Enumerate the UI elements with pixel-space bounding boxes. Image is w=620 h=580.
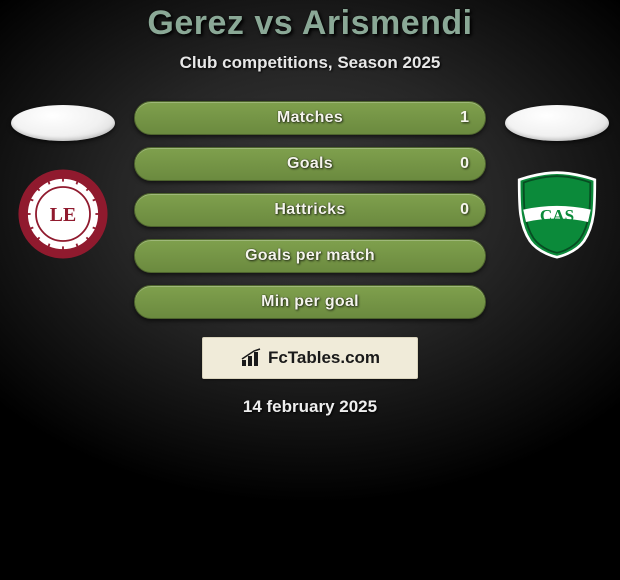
stats-column: Matches 1 Goals 0 Hattricks 0 Goals per … — [118, 101, 502, 319]
page-subtitle: Club competitions, Season 2025 — [180, 53, 441, 73]
sarmiento-badge-icon: CAS — [512, 169, 602, 259]
svg-text:LE: LE — [50, 204, 76, 226]
page-title: Gerez vs Arismendi — [147, 4, 472, 43]
stat-row-min-per-goal: Min per goal — [134, 285, 486, 319]
stat-row-goals: Goals 0 — [134, 147, 486, 181]
stat-right-value: 0 — [460, 201, 469, 219]
stat-right-value: 1 — [460, 109, 469, 127]
stat-right-value: 0 — [460, 155, 469, 173]
svg-text:CAS: CAS — [540, 206, 574, 225]
left-player-column: LE — [8, 105, 118, 259]
comparison-row: LE Matches 1 Goals 0 Hattricks 0 — [0, 105, 620, 319]
stat-label: Min per goal — [261, 293, 359, 311]
left-club-badge: LE — [18, 169, 108, 259]
date-label: 14 february 2025 — [243, 397, 377, 417]
stat-row-hattricks: Hattricks 0 — [134, 193, 486, 227]
right-player-portrait — [505, 105, 609, 141]
right-player-column: CAS — [502, 105, 612, 259]
lanus-badge-icon: LE — [18, 169, 108, 259]
stat-label: Hattricks — [274, 201, 345, 219]
content-wrapper: Gerez vs Arismendi Club competitions, Se… — [0, 0, 620, 417]
bar-chart-icon — [240, 348, 264, 368]
right-club-badge: CAS — [512, 169, 602, 259]
watermark-banner: FcTables.com — [202, 337, 418, 379]
stat-row-matches: Matches 1 — [134, 101, 486, 135]
stat-label: Goals — [287, 155, 333, 173]
left-player-portrait — [11, 105, 115, 141]
stat-label: Matches — [277, 109, 343, 127]
stat-label: Goals per match — [245, 247, 375, 265]
watermark-text: FcTables.com — [268, 348, 380, 368]
stat-row-goals-per-match: Goals per match — [134, 239, 486, 273]
